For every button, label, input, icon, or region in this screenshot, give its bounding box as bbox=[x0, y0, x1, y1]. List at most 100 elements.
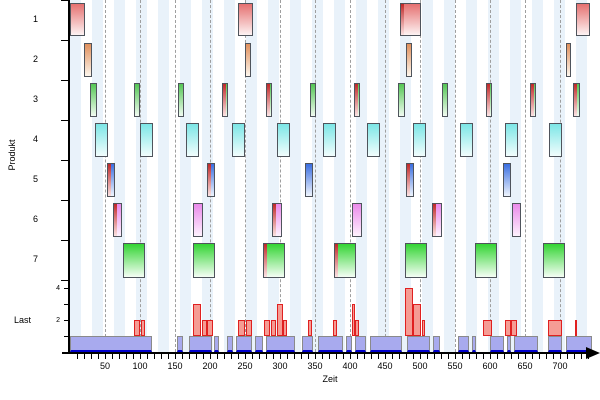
product-bar[interactable] bbox=[245, 43, 252, 77]
x-tick-label: 400 bbox=[342, 361, 358, 371]
product-bar[interactable] bbox=[576, 3, 591, 36]
product-bar[interactable] bbox=[398, 83, 405, 117]
product-bar[interactable] bbox=[90, 83, 97, 117]
time-gridline bbox=[175, 0, 176, 352]
x-tick bbox=[322, 354, 323, 359]
x-tick-label: 650 bbox=[517, 361, 533, 371]
product-bar[interactable] bbox=[186, 123, 200, 157]
product-bar[interactable] bbox=[405, 243, 427, 278]
x-tick bbox=[413, 354, 414, 359]
product-bar[interactable] bbox=[459, 123, 474, 157]
product-bar[interactable] bbox=[263, 243, 285, 278]
load-bar bbox=[352, 304, 355, 336]
x-tick bbox=[588, 354, 589, 359]
y-tick bbox=[61, 80, 68, 81]
product-bar[interactable] bbox=[133, 83, 140, 117]
machine-busy-segment bbox=[189, 336, 213, 352]
product-bar[interactable] bbox=[354, 83, 361, 117]
product-bar[interactable] bbox=[529, 83, 537, 117]
product-bar[interactable] bbox=[277, 123, 291, 157]
product-bar[interactable] bbox=[441, 83, 448, 117]
product-bar[interactable] bbox=[140, 123, 154, 157]
product-bar[interactable] bbox=[70, 3, 85, 36]
product-bar[interactable] bbox=[485, 83, 493, 117]
x-tick bbox=[168, 354, 169, 359]
x-tick bbox=[511, 354, 512, 359]
machine-busy-segment bbox=[70, 336, 152, 352]
machine-busy-segment bbox=[177, 336, 183, 352]
x-tick bbox=[140, 354, 141, 359]
x-tick bbox=[203, 354, 204, 359]
x-tick bbox=[210, 354, 211, 359]
row-label: 5 bbox=[32, 174, 38, 184]
product-bar[interactable] bbox=[573, 83, 580, 117]
product-bar[interactable] bbox=[543, 243, 565, 278]
product-bar[interactable] bbox=[322, 123, 336, 157]
product-bar[interactable] bbox=[352, 203, 362, 237]
product-bar[interactable] bbox=[193, 203, 203, 237]
product-bar[interactable] bbox=[310, 83, 317, 117]
x-tick bbox=[462, 354, 463, 359]
x-tick bbox=[378, 354, 379, 359]
x-tick-label: 350 bbox=[307, 361, 323, 371]
product-bar[interactable] bbox=[333, 243, 356, 278]
x-tick bbox=[385, 354, 386, 359]
load-bar bbox=[504, 320, 511, 336]
x-tick bbox=[84, 354, 85, 359]
changeover-marker bbox=[108, 164, 112, 196]
x-axis-line bbox=[62, 352, 590, 354]
load-bar bbox=[133, 320, 140, 336]
changeover-marker bbox=[574, 84, 578, 116]
product-bar[interactable] bbox=[413, 123, 427, 157]
product-bar[interactable] bbox=[406, 43, 413, 77]
x-tick-label: 600 bbox=[482, 361, 498, 371]
product-bar[interactable] bbox=[475, 243, 497, 278]
x-tick bbox=[455, 354, 456, 359]
changeover-marker bbox=[267, 84, 270, 116]
changeover-marker bbox=[486, 84, 490, 116]
x-tick bbox=[259, 354, 260, 359]
y-tick bbox=[61, 240, 68, 241]
product-bar[interactable] bbox=[366, 123, 381, 157]
product-bar[interactable] bbox=[504, 123, 518, 157]
load-tick bbox=[64, 320, 68, 321]
product-bar[interactable] bbox=[221, 83, 229, 117]
product-bar[interactable] bbox=[305, 163, 313, 197]
x-tick-label: 250 bbox=[237, 361, 253, 371]
changeover-marker bbox=[432, 204, 436, 236]
y-tick bbox=[61, 200, 68, 201]
product-bar[interactable] bbox=[231, 123, 245, 157]
x-tick bbox=[308, 354, 309, 359]
x-tick bbox=[77, 354, 78, 359]
product-bar[interactable] bbox=[123, 243, 145, 278]
product-bar[interactable] bbox=[566, 43, 572, 77]
x-tick bbox=[406, 354, 407, 359]
x-axis-title: Zeit bbox=[322, 374, 338, 384]
product-bar[interactable] bbox=[272, 203, 283, 237]
product-bar[interactable] bbox=[511, 203, 522, 237]
product-bar[interactable] bbox=[399, 3, 421, 36]
product-bar[interactable] bbox=[107, 163, 115, 197]
product-bar[interactable] bbox=[503, 163, 511, 197]
x-tick bbox=[98, 354, 99, 359]
product-bar[interactable] bbox=[431, 203, 442, 237]
product-bar[interactable] bbox=[112, 203, 123, 237]
machine-busy-segment bbox=[254, 336, 264, 352]
x-tick bbox=[364, 354, 365, 359]
product-bar[interactable] bbox=[193, 243, 215, 278]
product-bar[interactable] bbox=[95, 123, 109, 157]
product-bar[interactable] bbox=[406, 163, 414, 197]
machine-busy-segment bbox=[548, 336, 563, 352]
x-tick bbox=[476, 354, 477, 359]
product-bar[interactable] bbox=[84, 43, 92, 77]
product-bar[interactable] bbox=[266, 83, 273, 117]
product-bar[interactable] bbox=[207, 163, 215, 197]
time-gridline bbox=[560, 0, 561, 352]
changeover-marker bbox=[400, 4, 404, 35]
product-bar[interactable] bbox=[238, 3, 253, 36]
product-bar[interactable] bbox=[177, 83, 185, 117]
changeover-marker bbox=[355, 84, 359, 116]
product-bar[interactable] bbox=[548, 123, 563, 157]
x-tick bbox=[427, 354, 428, 359]
x-tick bbox=[574, 354, 575, 359]
